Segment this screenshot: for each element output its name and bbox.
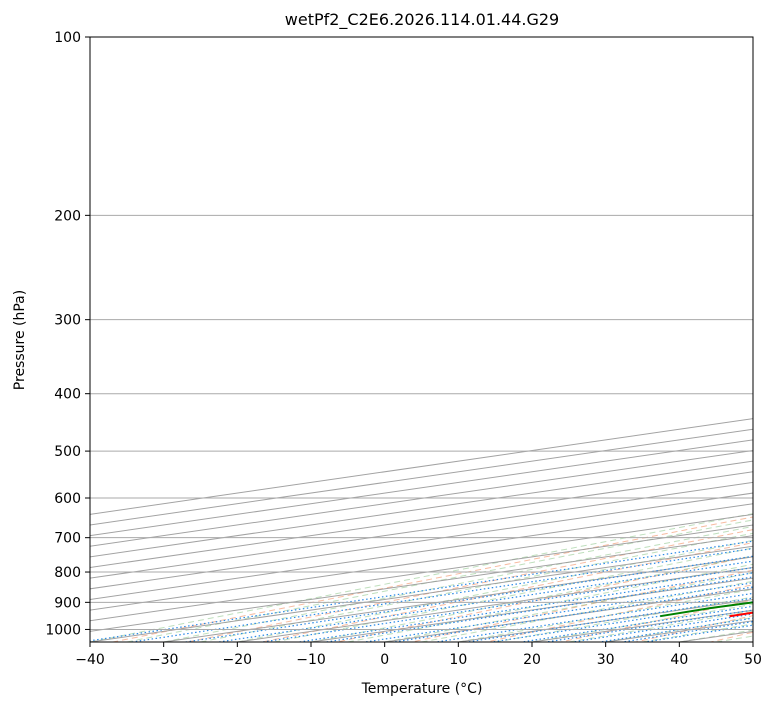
dry-adiabat bbox=[185, 529, 753, 642]
dry-adiabat bbox=[558, 599, 753, 642]
y-tick-label: 800 bbox=[54, 565, 81, 581]
moist-adiabat bbox=[421, 580, 753, 642]
moist-adiabat bbox=[716, 635, 753, 642]
moist-adiabat bbox=[495, 596, 753, 642]
isotherm bbox=[90, 481, 753, 579]
isotherm bbox=[605, 620, 753, 642]
y-tick-label: 200 bbox=[54, 208, 81, 224]
moist-adiabat bbox=[458, 588, 753, 642]
chart-title: wetPf2_C2E6.2026.114.01.44.G29 bbox=[285, 10, 559, 30]
y-tick-label: 900 bbox=[54, 595, 81, 611]
x-tick-label: 40 bbox=[670, 652, 688, 668]
isotherm bbox=[90, 524, 753, 622]
moist-adiabat bbox=[752, 641, 753, 642]
x-tick-label: 20 bbox=[523, 652, 541, 668]
x-tick-label: 0 bbox=[380, 652, 389, 668]
plot-frame bbox=[89, 36, 754, 643]
isotherm bbox=[90, 460, 753, 558]
isotherm bbox=[90, 428, 753, 526]
isotherm bbox=[90, 439, 753, 537]
isotherm bbox=[90, 503, 753, 600]
axes-layer: −40 −30 −20 −10 0 10 20 30 40 50 100 200 300 400 500 60… bbox=[45, 30, 762, 668]
x-tick-label: −40 bbox=[75, 652, 105, 668]
isotherm bbox=[90, 450, 753, 547]
mixing-ratio-line bbox=[361, 582, 753, 642]
x-tick-label: −10 bbox=[296, 652, 326, 668]
dry-adiabat bbox=[409, 569, 753, 642]
moist-adiabat bbox=[200, 532, 753, 642]
y-axis-label: Pressure (hPa) bbox=[12, 290, 28, 390]
y-tick-label: 300 bbox=[54, 313, 81, 329]
moist-adiabat bbox=[237, 539, 753, 642]
y-tick-label: 600 bbox=[54, 491, 81, 507]
x-tick-label: 50 bbox=[744, 652, 762, 668]
x-tick-label: 10 bbox=[449, 652, 467, 668]
dry-adiabat bbox=[259, 542, 753, 642]
isotherm bbox=[90, 513, 753, 611]
x-tick-label: −30 bbox=[149, 652, 179, 668]
isotherm bbox=[237, 567, 753, 642]
y-tick-label: 700 bbox=[54, 531, 81, 547]
isotherm bbox=[90, 535, 753, 632]
y-tick-label: 400 bbox=[54, 387, 81, 403]
moist-adiabat bbox=[568, 610, 753, 642]
isotherm bbox=[90, 471, 753, 569]
moist-adiabat bbox=[310, 555, 753, 642]
isotherm bbox=[310, 577, 753, 642]
isotherm bbox=[90, 545, 753, 642]
data-layer bbox=[660, 601, 753, 618]
moist-adiabat bbox=[90, 513, 753, 642]
isotherm bbox=[679, 630, 753, 642]
y-tick-label: 500 bbox=[54, 444, 81, 460]
isotherm bbox=[90, 418, 753, 515]
y-tick-label: 1000 bbox=[45, 622, 81, 638]
dewpoint-profile bbox=[660, 601, 753, 618]
x-tick-label: −20 bbox=[223, 652, 253, 668]
x-axis-label: Temperature (°C) bbox=[361, 681, 483, 697]
moist-adiabat bbox=[347, 563, 753, 642]
isotherm bbox=[458, 598, 753, 642]
y-tick-label: 100 bbox=[54, 30, 81, 46]
grid-layer bbox=[90, 10, 775, 654]
moist-adiabat bbox=[126, 519, 753, 642]
dry-adiabat bbox=[735, 10, 775, 654]
x-tick-label: 30 bbox=[597, 652, 615, 668]
moist-adiabat bbox=[679, 629, 753, 642]
isotherm bbox=[752, 641, 753, 642]
isotherm bbox=[90, 492, 753, 590]
moist-adiabat bbox=[605, 617, 753, 642]
dry-adiabat bbox=[484, 584, 753, 642]
